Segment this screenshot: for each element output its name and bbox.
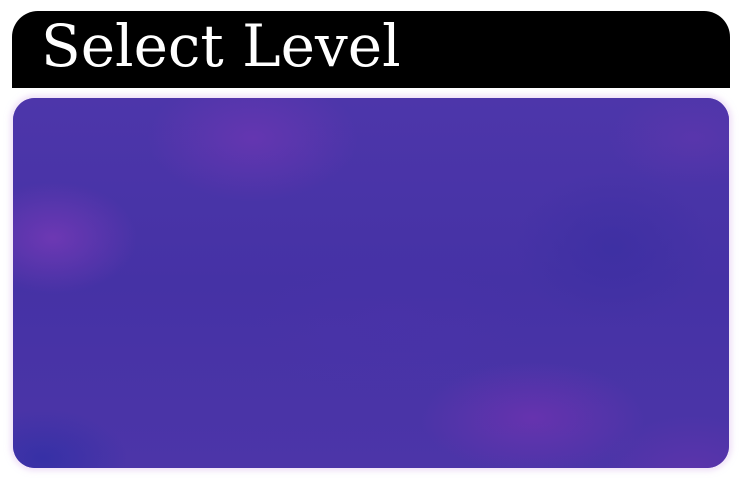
level-select-panel[interactable]: [13, 98, 729, 468]
panel-background: [13, 98, 729, 468]
page-title: Select Level: [41, 12, 401, 80]
title-bar: Select Level: [12, 11, 730, 88]
